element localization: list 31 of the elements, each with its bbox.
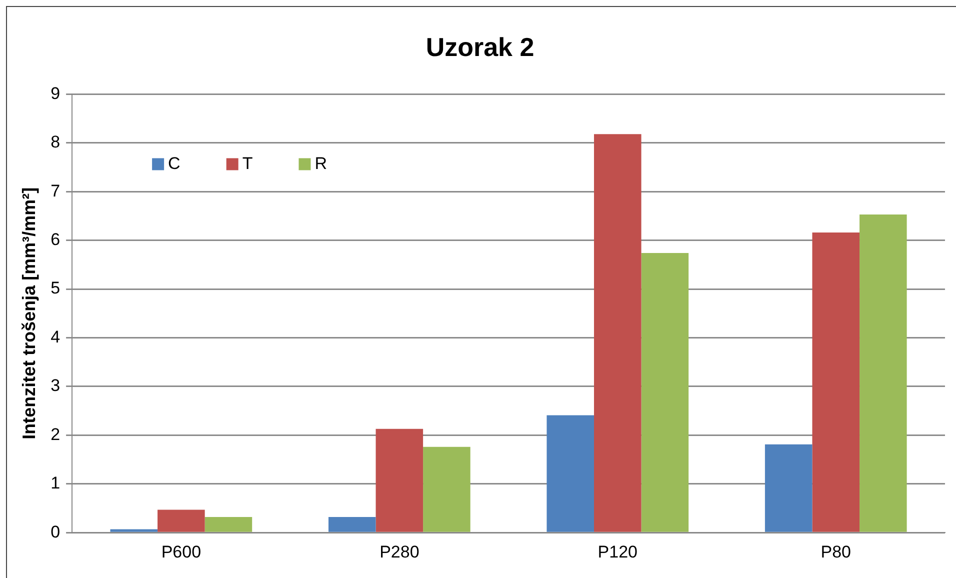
x-tick-label: P280: [380, 542, 420, 562]
bar: [423, 446, 470, 532]
bar: [812, 232, 860, 532]
y-tick-label: 8: [50, 132, 60, 152]
y-tick-label: 2: [50, 424, 60, 444]
x-tick-label: P600: [161, 542, 202, 562]
chart-title: Uzorak 2: [426, 32, 534, 62]
bar: [204, 517, 252, 532]
bar: [546, 415, 594, 532]
y-tick-label: 1: [50, 474, 60, 493]
bar: [860, 214, 907, 532]
y-tick-label: 7: [50, 181, 60, 200]
x-tick-label: P120: [598, 542, 638, 562]
legend-label: R: [314, 154, 327, 173]
y-tick-label: 0: [50, 522, 60, 542]
y-tick-label: 3: [50, 376, 60, 396]
y-tick-label: 6: [50, 230, 60, 250]
bar: [158, 510, 205, 532]
bar: [110, 529, 158, 532]
y-axis-title: Intenzitet trošenja [mm³/mm²]: [18, 187, 39, 440]
legend-label: C: [168, 154, 180, 173]
bar: [641, 253, 689, 532]
x-tick-label: P80: [820, 542, 852, 562]
bar: [764, 444, 812, 532]
bar: [594, 134, 642, 532]
y-tick-label: 4: [50, 327, 60, 346]
bar: [376, 428, 424, 532]
y-tick-label: 5: [50, 278, 60, 298]
bar: [328, 517, 376, 532]
y-tick-label: 9: [50, 84, 60, 103]
legend-label: T: [242, 154, 253, 173]
